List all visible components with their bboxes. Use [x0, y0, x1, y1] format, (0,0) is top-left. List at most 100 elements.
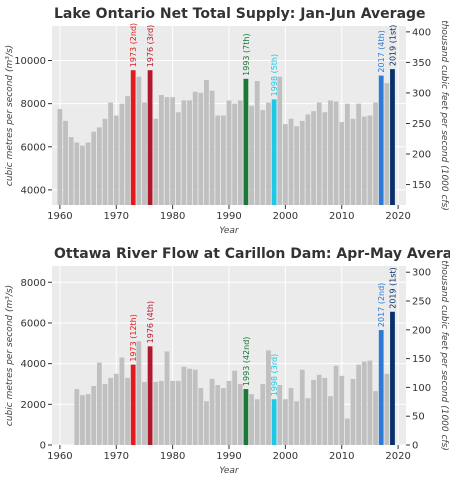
y-right-axis-label: thousand cubic feet per second (1000 cfs… — [439, 20, 449, 211]
bar-1985 — [198, 92, 204, 205]
y-tick-label: 8000 — [21, 99, 46, 110]
bar-2010 — [339, 375, 345, 445]
bar-1991 — [232, 103, 238, 205]
y-right-tick-label: 300 — [412, 268, 431, 279]
bar-2000 — [282, 124, 288, 205]
bar-1964 — [80, 395, 85, 445]
bar-1987 — [209, 90, 215, 205]
bar-1982 — [181, 100, 187, 205]
bar-1968 — [102, 383, 108, 445]
bar-2013 — [356, 103, 362, 205]
bar-1999 — [277, 384, 283, 445]
bar-1966 — [91, 386, 97, 445]
ottawa-river-bar-chart: 1973 (12th) 1976 (4th) 1993 (42nd) 1998 (3r… — [5, 260, 449, 476]
bar-1981 — [175, 380, 181, 445]
bar-1978 — [158, 380, 164, 445]
bar-1963 — [74, 142, 80, 205]
chart-title: Ottawa River Flow at Carillon Dam: Apr-M… — [54, 246, 450, 262]
bar-1969 — [108, 102, 114, 205]
bar-1985 — [198, 388, 204, 445]
lake-ontario-bar-chart: 1973 (2nd) 1976 (3rd) 1993 (7th) 1998 (5th)… — [5, 20, 449, 236]
y-right-tick-label: 250 — [412, 297, 431, 308]
bar-2007 — [322, 377, 328, 445]
bar-1969 — [108, 377, 114, 445]
bar-2000 — [282, 399, 288, 445]
bar-1983 — [187, 368, 192, 445]
highlight-bar-1998 — [271, 99, 277, 205]
bar-1974 — [136, 341, 142, 445]
bar-2002 — [294, 126, 300, 205]
bar-1987 — [209, 378, 215, 445]
bar-2005 — [311, 379, 316, 445]
x-tick-label: 1990 — [216, 451, 241, 462]
y-right-tick-label: 350 — [412, 58, 431, 69]
bar-2012 — [350, 118, 356, 205]
highlight-bar-2017 — [378, 75, 384, 205]
bar-1961 — [63, 120, 68, 205]
x-tick-label: 2020 — [385, 451, 410, 462]
x-axis-label: Year — [219, 466, 240, 476]
y-right-axis-label: thousand cubic feet per second (1000 cfs… — [439, 260, 449, 451]
highlight-bar-1973 — [130, 70, 136, 205]
bar-2003 — [299, 120, 305, 205]
x-tick-label: 2000 — [273, 451, 298, 462]
y-right-tick-label: 150 — [412, 354, 431, 365]
bar-2007 — [322, 112, 328, 205]
bar-2015 — [367, 360, 373, 445]
highlight-bar-1976 — [147, 346, 153, 445]
x-tick-label: 2000 — [273, 211, 298, 222]
highlight-label-2017: 2017 (2nd) — [377, 283, 386, 327]
highlight-label-1993: 1993 (7th) — [242, 33, 251, 75]
highlight-label-1976: 1976 (4th) — [146, 301, 155, 343]
highlight-label-1998: 1998 (5th) — [270, 54, 279, 96]
bar-1979 — [164, 351, 170, 445]
bar-1971 — [119, 357, 125, 445]
y-right-tick-label: 0 — [412, 441, 418, 452]
bar-1983 — [187, 100, 192, 205]
y-tick-label: 8000 — [21, 278, 46, 289]
bar-1968 — [102, 118, 108, 205]
highlight-bar-1993 — [243, 389, 249, 445]
bar-1975 — [142, 102, 147, 205]
y-right-tick-label: 200 — [412, 150, 431, 161]
bar-1995 — [254, 399, 260, 445]
bar-1965 — [85, 394, 91, 445]
y-right-tick-label: 50 — [412, 412, 425, 423]
bar-1988 — [215, 115, 221, 205]
bar-2008 — [328, 100, 333, 205]
highlight-bar-2017 — [378, 330, 384, 445]
highlight-label-1998: 1998 (3rd) — [270, 354, 279, 396]
bar-1972 — [125, 377, 130, 445]
x-tick-label: 1960 — [47, 451, 72, 462]
y-tick-label: 4000 — [21, 359, 46, 370]
bar-2013 — [356, 364, 362, 445]
y-tick-label: 2000 — [21, 400, 46, 411]
y-right-tick-label: 200 — [412, 325, 431, 336]
bar-1975 — [142, 381, 147, 445]
y-right-tick-label: 100 — [412, 383, 431, 394]
bar-2014 — [361, 116, 367, 205]
ottawa-river-chart-panel: Ottawa River Flow at Carillon Dam: Apr-M… — [0, 240, 450, 480]
bar-1966 — [91, 131, 97, 205]
y-tick-label: 4000 — [21, 185, 46, 196]
y-tick-label: 10000 — [14, 56, 46, 67]
bar-2015 — [367, 115, 373, 205]
bar-2001 — [288, 118, 294, 205]
bar-2016 — [373, 391, 378, 445]
highlight-bar-1993 — [243, 78, 249, 205]
y-tick-label: 6000 — [21, 318, 46, 329]
highlight-label-2019: 2019 (1st) — [388, 25, 397, 67]
y-right-tick-label: 400 — [412, 27, 431, 38]
bar-2011 — [344, 103, 350, 205]
highlight-bar-2019 — [390, 69, 395, 205]
highlight-label-1976: 1976 (3rd) — [146, 25, 155, 67]
bar-2010 — [339, 121, 345, 205]
bar-2002 — [294, 401, 300, 445]
lake-ontario-chart-panel: Lake Ontario Net Total Supply: Jan-Jun A… — [5, 6, 449, 236]
bar-1989 — [220, 115, 226, 205]
x-tick-label: 1980 — [160, 211, 185, 222]
bar-2006 — [316, 374, 322, 445]
bar-2009 — [333, 365, 339, 445]
bar-1979 — [164, 97, 170, 205]
bar-1967 — [96, 127, 102, 205]
